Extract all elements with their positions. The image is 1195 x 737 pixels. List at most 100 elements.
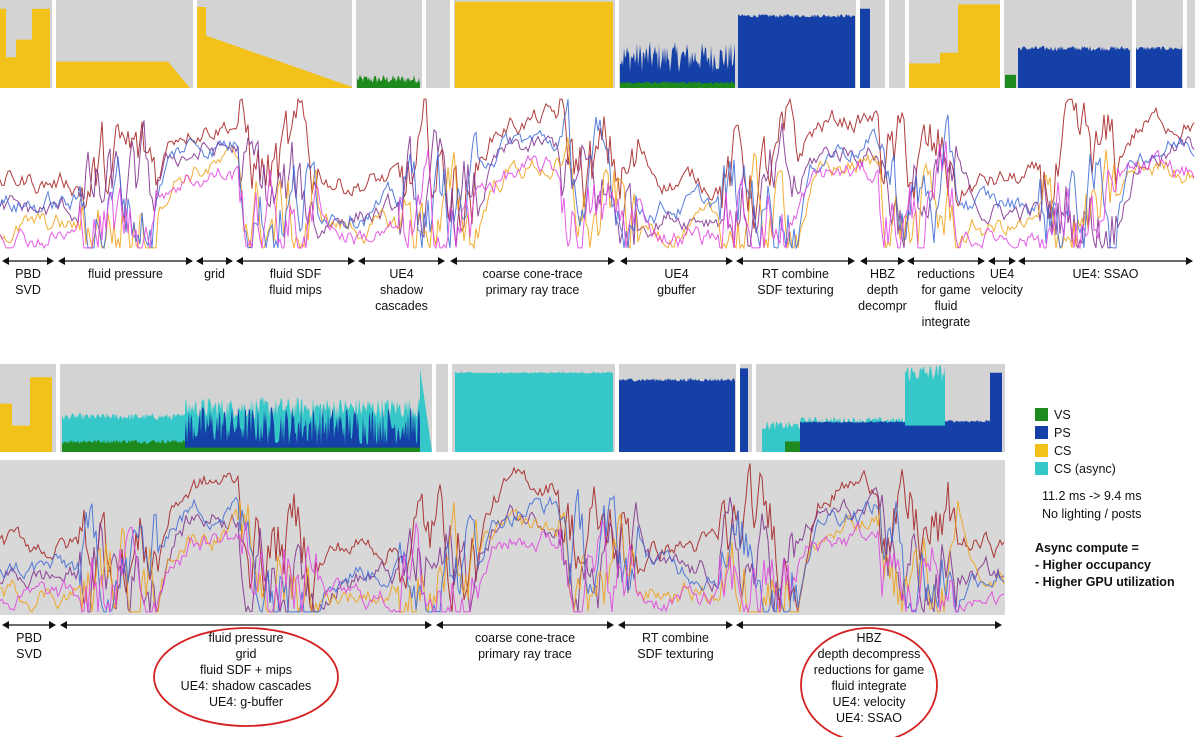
segment-label-11: UE4: SSAO [1073,267,1139,281]
bottom-wave-panel [0,364,1005,452]
wave-cs-0 [0,403,12,452]
segment-arrow-head-left-2 [436,621,443,629]
counter-line-2 [0,500,1005,614]
segment-label-line: fluid pressure [208,631,283,645]
segment-label-line: HBZ [870,267,895,281]
wave-cs-2 [30,377,52,452]
segment-label-line: coarse cone-trace [482,267,582,281]
segment-label-line: PBD [16,631,42,645]
wave-cs-async--8 [420,368,432,452]
timing-note: 11.2 ms -> 9.4 ms [1042,489,1141,503]
segment-label-line: grid [204,267,225,281]
notes-block: 11.2 ms -> 9.4 ms No lighting / posts As… [1035,489,1175,589]
counter-line-4 [0,520,1004,614]
segment-label-4: HBZ depth decompress reductions for game fl… [814,631,925,725]
segment-label-0: PBD SVD [15,267,41,297]
wave-gap-0 [52,0,56,88]
wave-ps-19 [990,372,1002,452]
segment-label-line: depth [867,283,898,297]
wave-gap-3 [422,0,426,88]
segment-label-line: RT combine [642,631,709,645]
segment-label-line: fluid [935,299,958,313]
wave-cs-3 [32,8,50,88]
segment-arrow-head-right-10 [1009,257,1016,265]
wave-gap-4 [450,0,454,88]
segment-arrow-head-left-9 [907,257,914,265]
segment-label-10: UE4 velocity [981,267,1023,297]
wave-ps-17 [1018,45,1130,88]
wave-gap-9 [1000,0,1004,88]
wave-cs-0 [0,8,6,88]
legend-swatch-2 [1035,444,1048,457]
legend-label-0: VS [1054,408,1071,422]
wave-cs-1 [12,425,30,452]
counter-line-3 [0,99,1195,250]
segment-label-line: UE4: SSAO [1073,267,1139,281]
legend: VS PS CS CS (async) [1035,408,1116,476]
wave-ps-17 [905,425,945,452]
async-point-occupancy: - Higher occupancy [1035,558,1151,572]
legend-swatch-3 [1035,462,1048,475]
wave-ps-9 [620,41,735,88]
segment-arrow-head-left-4 [358,257,365,265]
segment-label-8: HBZ depth decompr [858,267,907,313]
bottom-segment-labels: PBD SVD fluid pressure grid fluid SDF + mips… [2,621,1002,737]
segment-label-line: primary ray trace [486,283,580,297]
segment-arrow-head-right-0 [49,621,56,629]
segment-arrow-head-left-10 [988,257,995,265]
segment-label-line: UE4 [990,267,1014,281]
wave-cs-1 [6,57,16,88]
wave-vs-7 [185,447,420,452]
segment-label-line: UE4: g-buffer [209,695,283,709]
segment-label-4: UE4 shadow cascades [375,267,428,313]
wave-vs-4 [62,439,185,452]
segment-label-line: SVD [15,283,41,297]
legend-swatch-1 [1035,426,1048,439]
wave-vs-7 [357,74,420,88]
wave-gap-5 [752,364,756,452]
counter-line-0 [0,463,1005,613]
counter-line-1 [0,120,1195,250]
wave-gap-3 [615,364,619,452]
segment-arrow-head-right-4 [995,621,1002,629]
segment-label-line: reductions for game [814,663,925,677]
top-line-panel [0,96,1195,251]
wave-gap-6 [856,0,860,88]
segment-label-line: fluid SDF + mips [200,663,292,677]
wave-gap-0 [56,364,60,452]
highlight-ellipse-1 [153,627,339,727]
segment-label-7: RT combine SDF texturing [757,267,833,297]
segment-label-2: coarse cone-trace primary ray trace [475,631,575,661]
segment-arrow-head-right-7 [848,257,855,265]
counter-line-2 [0,137,1195,250]
segment-label-line: fluid integrate [831,679,906,693]
segment-label-line: SDF texturing [757,283,833,297]
segment-label-line: cascades [375,299,428,313]
segment-label-line: integrate [922,315,971,329]
segment-label-line: UE4: SSAO [836,711,902,725]
wave-vs-13 [785,441,800,452]
segment-label-line: HBZ [857,631,882,645]
wave-ps-11 [738,368,748,452]
segment-arrow-head-left-0 [2,257,9,265]
segment-arrow-head-right-3 [726,621,733,629]
segment-arrow-head-right-1 [186,257,193,265]
counter-line-3 [0,489,1005,614]
wave-gap-5 [615,0,619,88]
wave-gap-1 [193,0,197,88]
segment-label-line: velocity [981,283,1023,297]
async-point-utilization: - Higher GPU utilization [1035,575,1175,589]
wave-gap-7 [885,0,889,88]
segment-arrow-head-right-5 [608,257,615,265]
wave-cs-6 [206,35,355,88]
segment-arrow-head-left-4 [736,621,743,629]
wave-vs-16 [1005,74,1016,88]
segment-label-line: decompr [858,299,907,313]
wave-gap-10 [1132,0,1136,88]
segment-arrow-head-left-3 [618,621,625,629]
segment-label-line: UE4 [664,267,688,281]
wave-ps-6 [185,406,420,452]
segment-arrow-head-left-8 [860,257,867,265]
segment-arrow-head-left-6 [620,257,627,265]
segment-label-line: fluid mips [269,283,322,297]
